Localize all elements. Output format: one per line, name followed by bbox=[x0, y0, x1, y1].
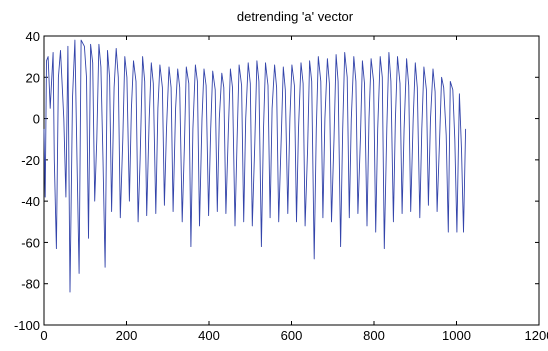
x-tick-label: 200 bbox=[116, 328, 138, 343]
x-tick-label: 0 bbox=[40, 328, 47, 343]
x-tick-label: 800 bbox=[363, 328, 385, 343]
x-tick-label: 1200 bbox=[525, 328, 548, 343]
y-tick-label: 20 bbox=[26, 70, 40, 85]
y-tick-label: -60 bbox=[21, 235, 40, 250]
y-tick-label: -40 bbox=[21, 194, 40, 209]
y-tick-label: -100 bbox=[14, 318, 40, 333]
y-tick-label: 40 bbox=[26, 29, 40, 44]
y-tick-label: -20 bbox=[21, 153, 40, 168]
series-line bbox=[43, 39, 467, 293]
x-tick-label: 1000 bbox=[442, 328, 471, 343]
x-tick-label: 400 bbox=[198, 328, 220, 343]
y-tick-label: -80 bbox=[21, 277, 40, 292]
y-tick-label: 0 bbox=[33, 112, 40, 127]
plot-area: 0 200 400 600 800 1000 1200 -100 -80 -60 -40 -20 0 20… bbox=[14, 29, 548, 343]
chart-title: detrending 'a' vector bbox=[237, 9, 354, 24]
x-tick-label: 600 bbox=[281, 328, 303, 343]
